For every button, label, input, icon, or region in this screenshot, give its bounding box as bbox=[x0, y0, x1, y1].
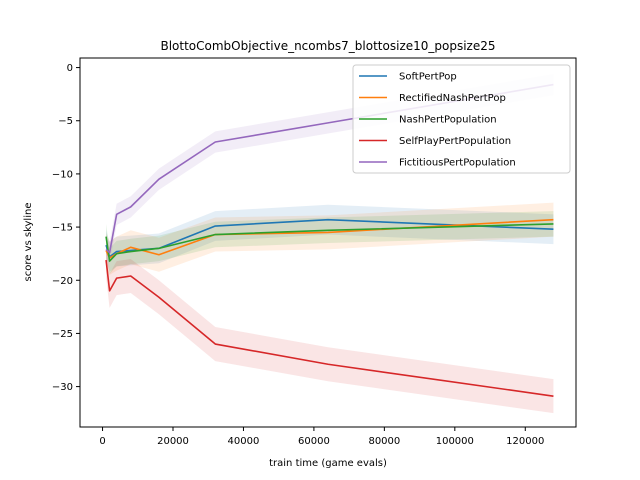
line-fictitious-pert-population bbox=[105, 83, 554, 254]
plot-frame bbox=[79, 57, 577, 428]
y-tick-label: −20 bbox=[52, 276, 73, 287]
legend-label-fictitious-pert-population: FictitiousPertPopulation bbox=[399, 158, 516, 169]
legend-label-self-play-pert-population: SelfPlayPertPopulation bbox=[399, 136, 511, 147]
x-tick-label: 40000 bbox=[228, 436, 260, 447]
y-tick-label: −5 bbox=[58, 116, 73, 127]
legend-label-nash-pert-population: NashPertPopulation bbox=[399, 115, 497, 126]
y-tick-label: −15 bbox=[52, 223, 73, 234]
x-tick-label: 120000 bbox=[506, 436, 544, 447]
y-tick-label: −25 bbox=[52, 329, 73, 340]
line-nash-pert-population bbox=[105, 223, 554, 262]
band-self-play-pert-population bbox=[106, 243, 554, 414]
x-tick-label: 100000 bbox=[436, 436, 474, 447]
chart-title: BlottoCombObjective_ncombs7_blottosize10… bbox=[160, 39, 495, 53]
y-axis: 0 −5 −10 −15 −20 −25 −30 bbox=[52, 63, 80, 393]
x-tick-label: 20000 bbox=[157, 436, 189, 447]
x-tick-label: 60000 bbox=[298, 436, 330, 447]
legend-box bbox=[352, 64, 571, 174]
series-lines bbox=[105, 83, 554, 397]
x-tick-label: 80000 bbox=[368, 436, 400, 447]
x-tick-label: 0 bbox=[99, 436, 105, 447]
band-soft-pert-pop bbox=[106, 204, 554, 272]
x-axis-label: train time (game evals) bbox=[269, 458, 387, 469]
y-axis-label: score vs skyline bbox=[23, 203, 34, 282]
y-tick-label: 0 bbox=[67, 63, 73, 74]
line-self-play-pert-population bbox=[105, 259, 554, 397]
y-tick-label: −10 bbox=[52, 169, 73, 180]
x-axis: 0 20000 40000 60000 80000 100000 120000 bbox=[99, 427, 544, 447]
legend-label-soft-pert-pop: SoftPertPop bbox=[399, 72, 457, 83]
legend-label-rectified-nash-pert-pop: RectifiedNashPertPop bbox=[399, 93, 506, 104]
band-rectified-nash-pert-pop bbox=[106, 202, 554, 275]
line-rectified-nash-pert-pop bbox=[105, 218, 554, 259]
legend: SoftPertPop RectifiedNashPertPop NashPertP… bbox=[352, 64, 571, 174]
y-tick-label: −30 bbox=[52, 382, 73, 393]
